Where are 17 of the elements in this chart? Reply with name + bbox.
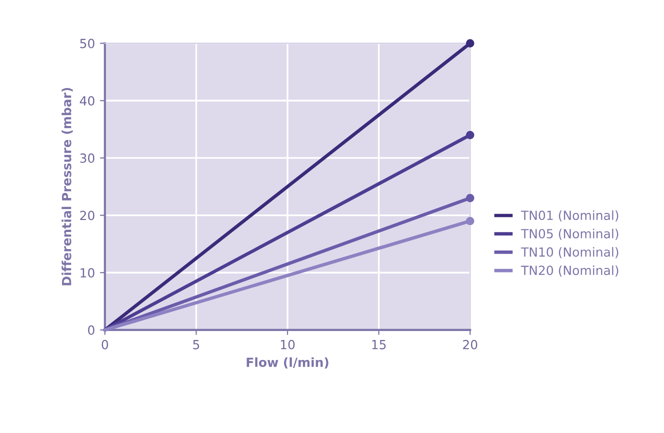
y-tick-label: 50 xyxy=(80,38,94,48)
x-tick-label: 5 xyxy=(193,340,200,350)
legend-label: TN20 (Nominal) xyxy=(520,265,618,277)
x-tick-label: 20 xyxy=(463,340,478,350)
y-tick-label: 10 xyxy=(80,268,94,278)
legend-label: TN01 (Nominal) xyxy=(520,210,618,222)
legend-label: TN05 (Nominal) xyxy=(520,228,618,240)
x-tick-label: 0 xyxy=(102,340,108,350)
y-tick-label: 0 xyxy=(88,325,94,335)
y-tick-label: 20 xyxy=(80,210,94,220)
x-axis-title: Flow (l/min) xyxy=(246,357,328,368)
legend-label: TN10 (Nominal) xyxy=(520,247,618,258)
x-tick-label: 15 xyxy=(372,340,386,350)
y-axis-title: Differential Pressure (mbar) xyxy=(62,88,73,286)
y-tick-label: 40 xyxy=(80,96,94,106)
x-tick-label: 10 xyxy=(280,340,295,350)
y-tick-label: 30 xyxy=(80,153,94,163)
